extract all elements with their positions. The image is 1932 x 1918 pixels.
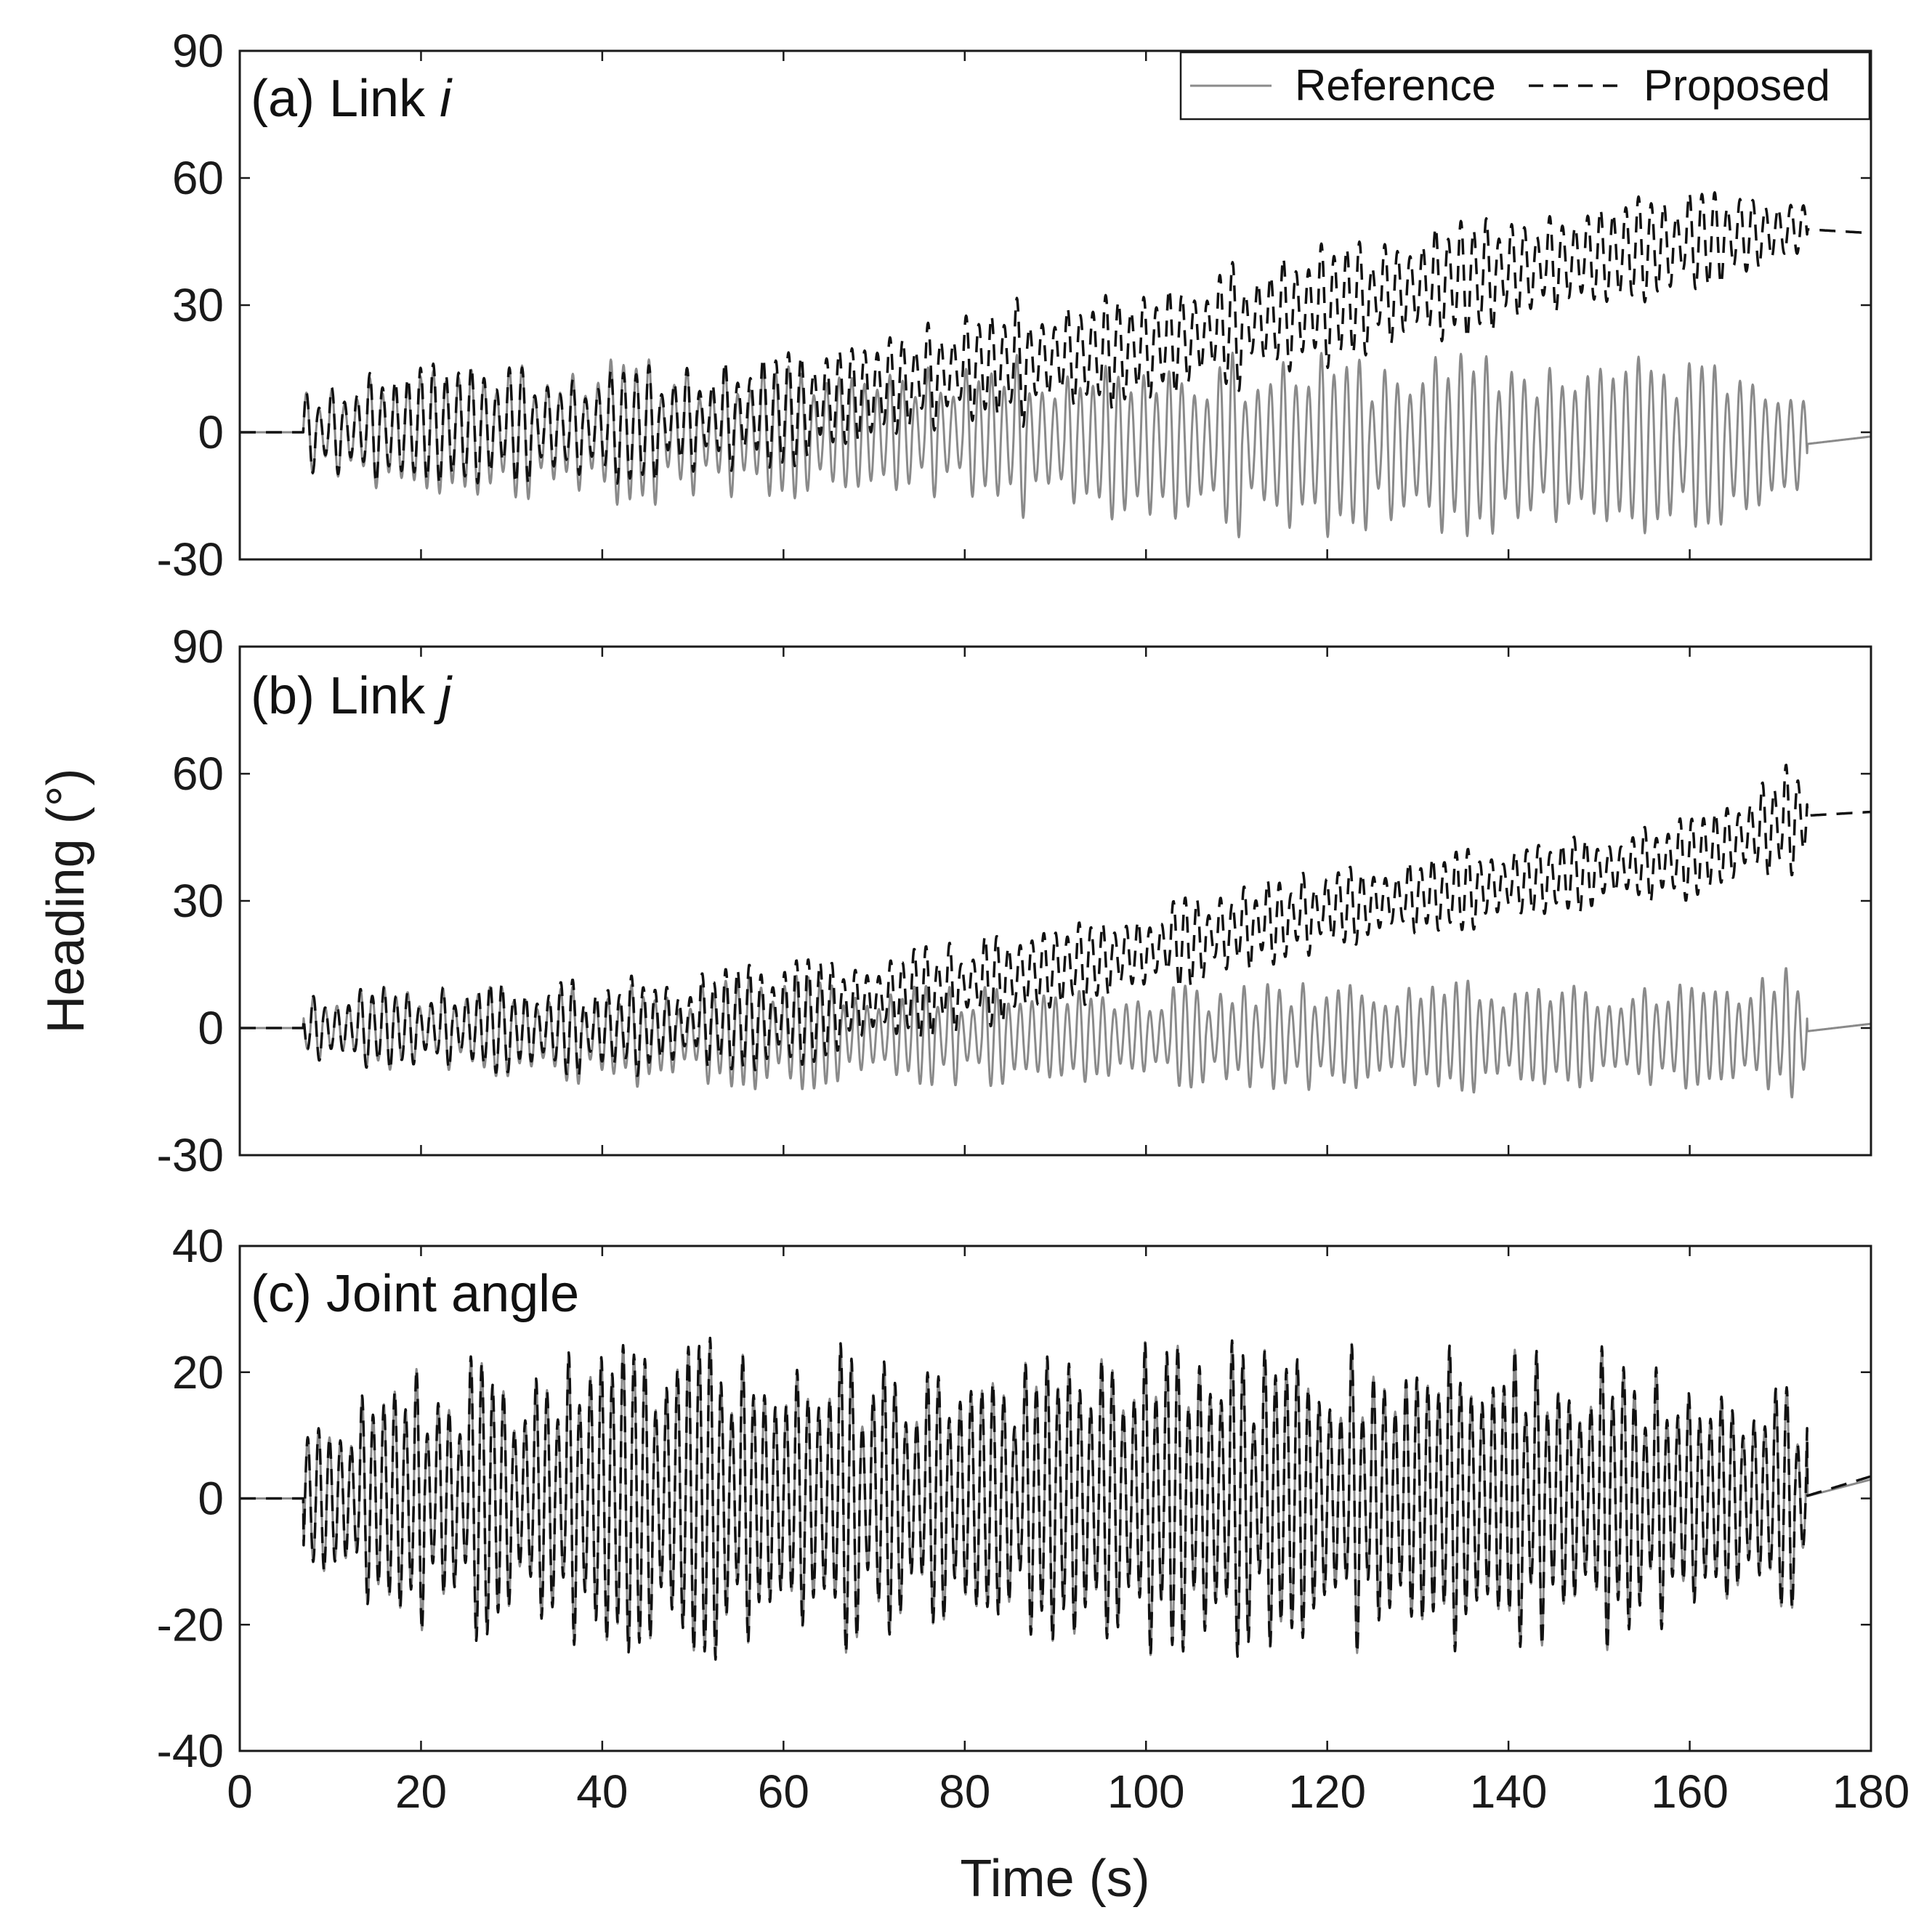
y-tick-label: 0 — [198, 406, 224, 458]
panel-c-series-layer — [238, 1336, 1872, 1661]
y-tick-label: 20 — [172, 1346, 224, 1399]
y-tick-label: 0 — [198, 1473, 224, 1525]
y-tick-label: 30 — [172, 875, 224, 927]
panel-b-ticks: -30 0 30 60 90 — [157, 620, 1872, 1181]
panel-b-title: (b) Link j — [251, 667, 453, 725]
y-tick-label: -20 — [157, 1598, 225, 1651]
panel-c-ticks: -40 -20 0 20 40 0 20 40 60 80 100 120 140 160 180 — [157, 1220, 1910, 1818]
x-tick-label: 180 — [1832, 1765, 1910, 1818]
y-tick-label: -40 — [157, 1725, 225, 1777]
legend-proposed-label: Proposed — [1644, 61, 1830, 110]
y-tick-label: -30 — [157, 533, 225, 586]
y-tick-label: 60 — [172, 152, 224, 204]
panel-b-series-layer — [238, 764, 1872, 1098]
x-tick-label: 40 — [576, 1765, 628, 1818]
y-tick-label: 90 — [172, 620, 224, 673]
series-reference-line — [239, 352, 1872, 538]
series-proposed-line — [238, 764, 1872, 1078]
x-tick-label: 160 — [1651, 1765, 1729, 1818]
y-axis-title: Heading (°) — [37, 769, 95, 1034]
legend-reference-label: Reference — [1295, 61, 1496, 110]
panel-a-link-i: -30 0 30 60 90 (a) Link i Reference Proposed — [157, 25, 1872, 586]
x-tick-label: 0 — [227, 1765, 253, 1818]
series-proposed-line — [238, 191, 1872, 486]
x-tick-label: 140 — [1470, 1765, 1548, 1818]
x-tick-label: 80 — [939, 1765, 990, 1818]
y-tick-label: 0 — [198, 1002, 224, 1054]
panel-a-title: (a) Link i — [251, 70, 453, 128]
legend-box — [1179, 51, 1871, 121]
x-tick-label: 20 — [395, 1765, 447, 1818]
panel-c-joint-angle: -40 -20 0 20 40 0 20 40 60 80 100 120 140 160 180 (c) … — [157, 1220, 1910, 1818]
y-tick-label: -30 — [157, 1129, 225, 1181]
x-tick-label: 120 — [1288, 1765, 1366, 1818]
legend: Reference Proposed — [1179, 51, 1871, 121]
y-tick-label: 60 — [172, 748, 224, 800]
x-tick-label: 100 — [1107, 1765, 1185, 1818]
panel-c-title: (c) Joint angle — [251, 1265, 579, 1323]
panel-b-link-j: -30 0 30 60 90 (b) Link j — [157, 620, 1872, 1181]
panel-a-ticks: -30 0 30 60 90 — [157, 25, 1872, 586]
y-tick-label: 40 — [172, 1220, 224, 1272]
x-tick-label: 60 — [758, 1765, 809, 1818]
y-tick-label: 30 — [172, 279, 224, 331]
y-tick-label: 90 — [172, 25, 224, 77]
series-proposed-line — [238, 1336, 1872, 1661]
panel-a-series-layer — [238, 191, 1872, 538]
x-axis-title: Time (s) — [960, 1850, 1149, 1908]
